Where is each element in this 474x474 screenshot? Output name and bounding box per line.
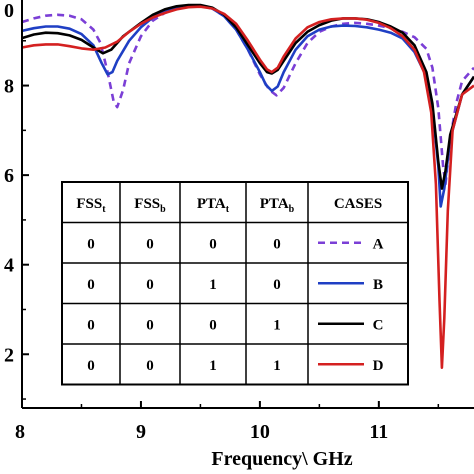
y-tick-label: 4 bbox=[4, 255, 14, 277]
x-tick-label: 10 bbox=[250, 421, 270, 443]
series-line-D bbox=[21, 5, 474, 369]
table-header: CASES bbox=[334, 196, 382, 212]
series-line-C bbox=[21, 3, 474, 190]
table-cell: 0 bbox=[87, 318, 95, 334]
table-cell: 0 bbox=[146, 358, 154, 374]
x-axis-title: Frequency\ GHz bbox=[211, 448, 352, 470]
y-tick-label: 6 bbox=[4, 165, 14, 187]
table-cell: 0 bbox=[87, 358, 95, 374]
y-tick-label: 2 bbox=[4, 344, 14, 366]
table-cell: 0 bbox=[146, 277, 154, 293]
table-header: FSSb bbox=[134, 196, 166, 215]
table-header: PTAb bbox=[260, 196, 295, 215]
table-cell: 0 bbox=[146, 237, 154, 253]
legend-table: FSSt FSSb PTAt PTAb CASES 0 0 0 0 A 0 0 1 0 B 0 0 0 1 C 0 0 1 1… bbox=[61, 181, 409, 386]
series-line-A bbox=[21, 4, 474, 186]
x-tick-label: 11 bbox=[369, 421, 388, 443]
y-tick-label: 8 bbox=[4, 76, 14, 98]
axes bbox=[21, 0, 474, 409]
table-header: FSSt bbox=[76, 196, 106, 215]
table-cell: 1 bbox=[209, 277, 217, 293]
legend-case-label: A bbox=[373, 237, 384, 253]
table-cell: 1 bbox=[273, 318, 281, 334]
table-cell: 0 bbox=[87, 237, 95, 253]
table-cell: 0 bbox=[209, 318, 217, 334]
table-cell: 1 bbox=[209, 358, 217, 374]
x-tick-label: 8 bbox=[15, 421, 25, 443]
table-cell: 1 bbox=[273, 358, 281, 374]
table-cell: 0 bbox=[146, 318, 154, 334]
table-cell: 0 bbox=[209, 237, 217, 253]
series-layer bbox=[21, 3, 474, 369]
table-cell: 0 bbox=[273, 277, 281, 293]
legend-case-label: B bbox=[373, 277, 383, 293]
table-header: PTAt bbox=[197, 196, 230, 215]
x-tick-label: 9 bbox=[136, 421, 146, 443]
legend-case-label: C bbox=[373, 318, 384, 334]
table-cell: 0 bbox=[273, 237, 281, 253]
legend-case-label: D bbox=[373, 358, 384, 374]
table-cell: 0 bbox=[87, 277, 95, 293]
y-tick-label: 0 bbox=[4, 0, 14, 22]
